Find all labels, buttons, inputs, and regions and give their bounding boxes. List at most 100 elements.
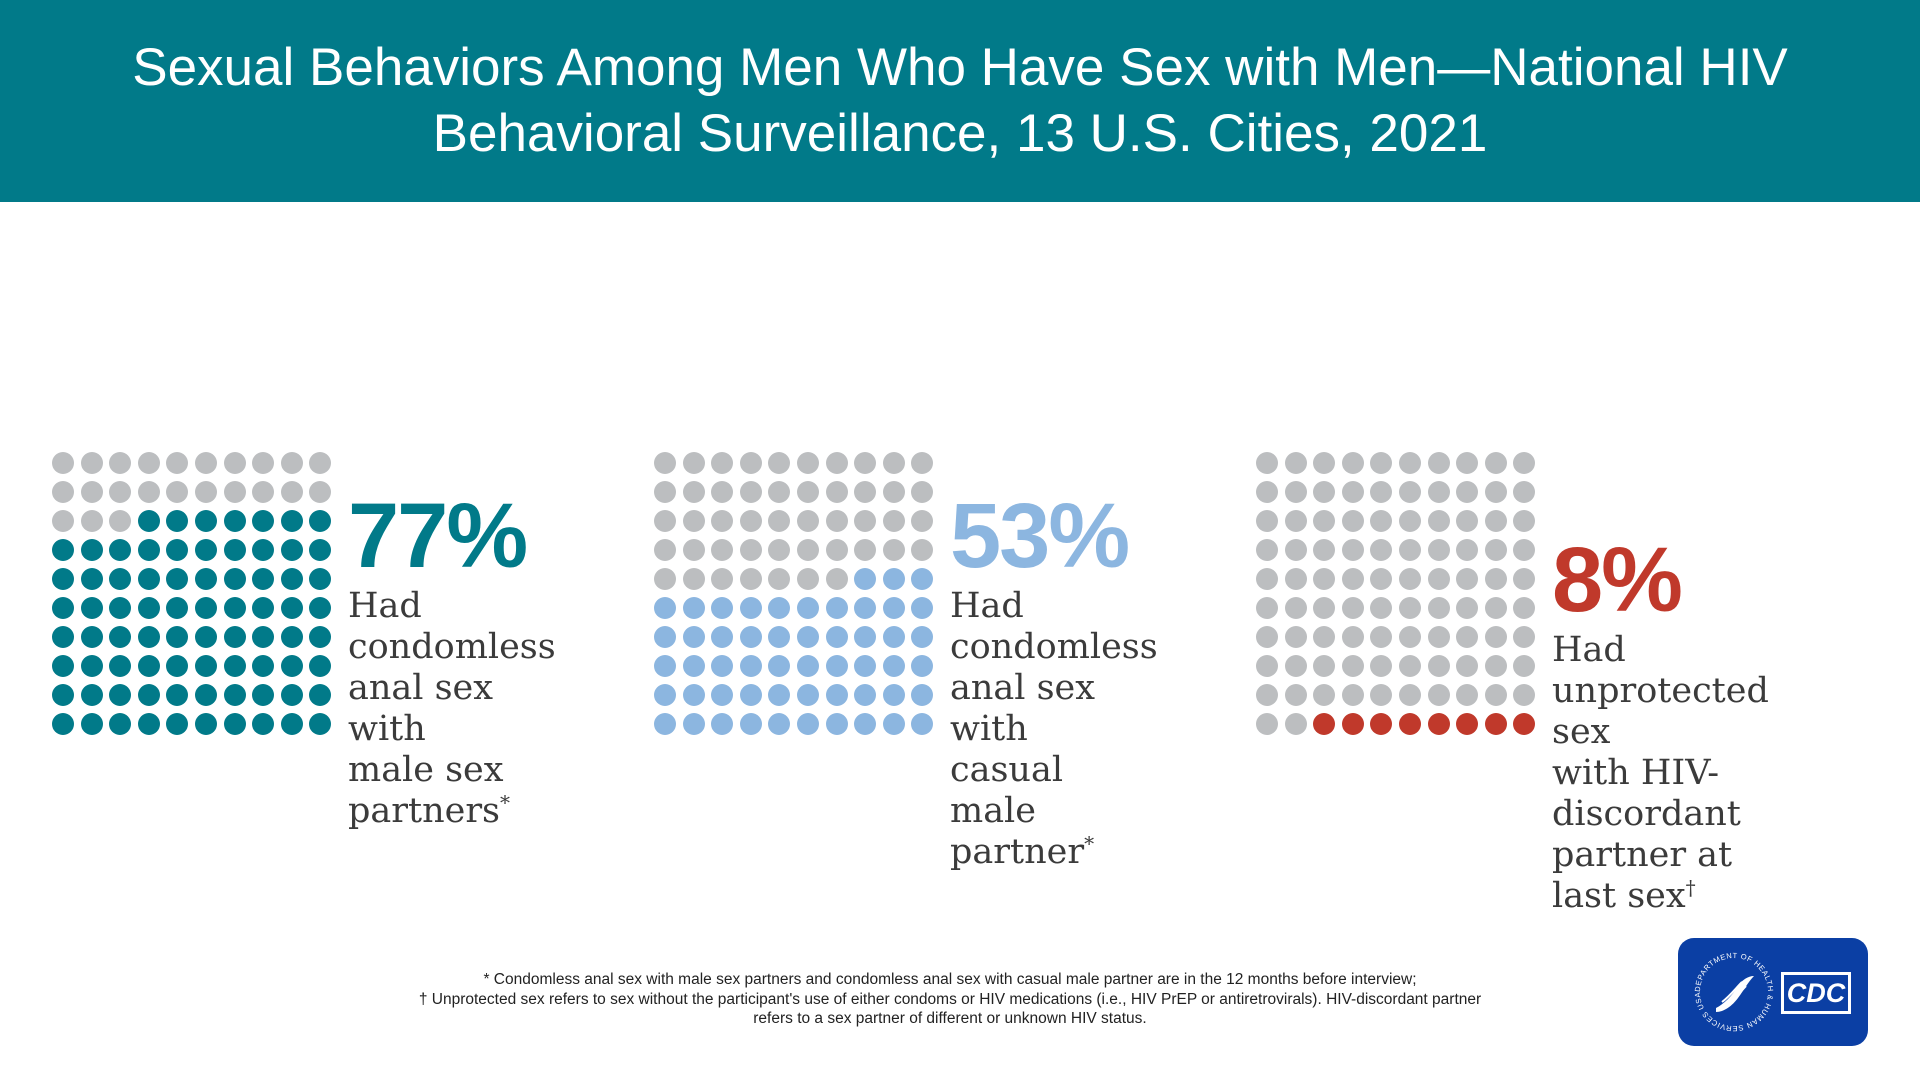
waffle-dot-filled bbox=[768, 655, 791, 677]
waffle-dot-empty bbox=[882, 539, 905, 561]
desc-line: partner* bbox=[950, 831, 1095, 872]
waffle-dot-filled bbox=[137, 684, 160, 706]
waffle-dot-empty bbox=[1284, 626, 1307, 648]
waffle-dot-empty bbox=[194, 481, 217, 503]
waffle-grid bbox=[1256, 452, 1536, 735]
waffle-dot-filled bbox=[280, 713, 303, 735]
waffle-dot-empty bbox=[1398, 626, 1421, 648]
waffle-dot-filled bbox=[911, 597, 934, 619]
waffle-dot-empty bbox=[1313, 684, 1336, 706]
stat-text: 53% Had condomless anal sex with casual … bbox=[950, 490, 1158, 873]
waffle-dot-empty bbox=[1513, 568, 1536, 590]
waffle-dot-filled bbox=[654, 713, 676, 735]
waffle-dot-filled bbox=[52, 655, 74, 677]
waffle-dot-filled bbox=[911, 626, 934, 648]
waffle-dot-empty bbox=[1513, 626, 1536, 648]
waffle-dot-empty bbox=[1256, 684, 1278, 706]
desc-line: partners* bbox=[348, 790, 511, 831]
waffle-dot-filled bbox=[280, 655, 303, 677]
waffle-dot-empty bbox=[1513, 539, 1536, 561]
percent-label: 53% bbox=[950, 485, 1130, 587]
waffle-dot-empty bbox=[137, 481, 160, 503]
waffle-dot-filled bbox=[1456, 713, 1479, 735]
waffle-dot-empty bbox=[854, 481, 877, 503]
waffle-dot-filled bbox=[137, 510, 160, 532]
waffle-dot-empty bbox=[1398, 655, 1421, 677]
waffle-dot-filled bbox=[911, 684, 934, 706]
waffle-dot-empty bbox=[1256, 510, 1278, 532]
waffle-dot-filled bbox=[194, 539, 217, 561]
waffle-dot-empty bbox=[52, 452, 74, 474]
waffle-dot-filled bbox=[137, 597, 160, 619]
waffle-dot-empty bbox=[1284, 597, 1307, 619]
waffle-dot-filled bbox=[739, 597, 762, 619]
waffle-dot-filled bbox=[825, 597, 848, 619]
waffle-dot-filled bbox=[137, 568, 160, 590]
waffle-dot-filled bbox=[796, 655, 819, 677]
waffle-dot-filled bbox=[854, 684, 877, 706]
waffle-dot-empty bbox=[1456, 626, 1479, 648]
waffle-dot-filled bbox=[882, 713, 905, 735]
waffle-dot-filled bbox=[1484, 713, 1507, 735]
waffle-dot-filled bbox=[654, 626, 676, 648]
waffle-dot-filled bbox=[768, 626, 791, 648]
waffle-dot-empty bbox=[1513, 452, 1536, 474]
waffle-dot-filled bbox=[137, 655, 160, 677]
footnote-mark: * bbox=[500, 790, 511, 815]
footnote-line: * Condomless anal sex with male sex part… bbox=[483, 971, 1417, 988]
waffle-dot-filled bbox=[252, 539, 275, 561]
waffle-dot-empty bbox=[1370, 626, 1393, 648]
waffle-dot-empty bbox=[1256, 655, 1278, 677]
waffle-dot-empty bbox=[825, 510, 848, 532]
waffle-dot-filled bbox=[194, 510, 217, 532]
waffle-dot-filled bbox=[223, 597, 246, 619]
stat-text: 77% Had condomless anal sex with male se… bbox=[348, 490, 556, 832]
desc-line: partner at last sex† bbox=[1552, 835, 1733, 916]
waffle-dot-empty bbox=[796, 539, 819, 561]
waffle-dot-filled bbox=[882, 597, 905, 619]
waffle-dot-empty bbox=[223, 481, 246, 503]
waffle-dot-empty bbox=[854, 510, 877, 532]
waffle-dot-empty bbox=[739, 510, 762, 532]
waffle-dot-empty bbox=[1484, 481, 1507, 503]
waffle-dot-filled bbox=[223, 539, 246, 561]
waffle-dot-filled bbox=[223, 684, 246, 706]
waffle-dot-empty bbox=[796, 510, 819, 532]
waffle-dot-filled bbox=[80, 597, 103, 619]
waffle-dot-empty bbox=[768, 452, 791, 474]
waffle-dot-empty bbox=[739, 539, 762, 561]
waffle-dot-empty bbox=[1313, 481, 1336, 503]
waffle-dot-empty bbox=[1456, 684, 1479, 706]
waffle-dot-filled bbox=[109, 684, 132, 706]
waffle-dot-empty bbox=[1341, 684, 1364, 706]
waffle-dot-filled bbox=[309, 655, 332, 677]
waffle-dot-filled bbox=[166, 655, 189, 677]
waffle-dot-empty bbox=[682, 539, 705, 561]
waffle-dot-filled bbox=[1513, 713, 1536, 735]
waffle-dot-empty bbox=[1427, 684, 1450, 706]
waffle-dot-empty bbox=[1513, 684, 1536, 706]
footnote-line: refers to a sex partner of different or … bbox=[753, 1010, 1147, 1027]
waffle-dot-filled bbox=[739, 626, 762, 648]
waffle-dot-empty bbox=[109, 510, 132, 532]
waffle-dot-empty bbox=[1398, 481, 1421, 503]
waffle-dot-filled bbox=[280, 568, 303, 590]
waffle-dot-empty bbox=[252, 452, 275, 474]
waffle-dot-empty bbox=[280, 481, 303, 503]
waffle-dot-empty bbox=[1484, 539, 1507, 561]
waffle-dot-empty bbox=[1313, 510, 1336, 532]
waffle-dot-empty bbox=[280, 452, 303, 474]
waffle-dot-empty bbox=[1341, 568, 1364, 590]
waffle-dot-filled bbox=[280, 510, 303, 532]
waffle-dot-filled bbox=[882, 626, 905, 648]
waffle-dot-empty bbox=[109, 481, 132, 503]
waffle-dot-filled bbox=[309, 539, 332, 561]
page-title: Sexual Behaviors Among Men Who Have Sex … bbox=[20, 35, 1900, 167]
waffle-dot-filled bbox=[854, 597, 877, 619]
waffle-dot-filled bbox=[109, 539, 132, 561]
waffle-dot-filled bbox=[309, 713, 332, 735]
desc-line: Had unprotected sex bbox=[1552, 630, 1769, 752]
waffle-dot-filled bbox=[825, 655, 848, 677]
waffle-dot-filled bbox=[80, 568, 103, 590]
percent-label: 77% bbox=[348, 485, 528, 587]
